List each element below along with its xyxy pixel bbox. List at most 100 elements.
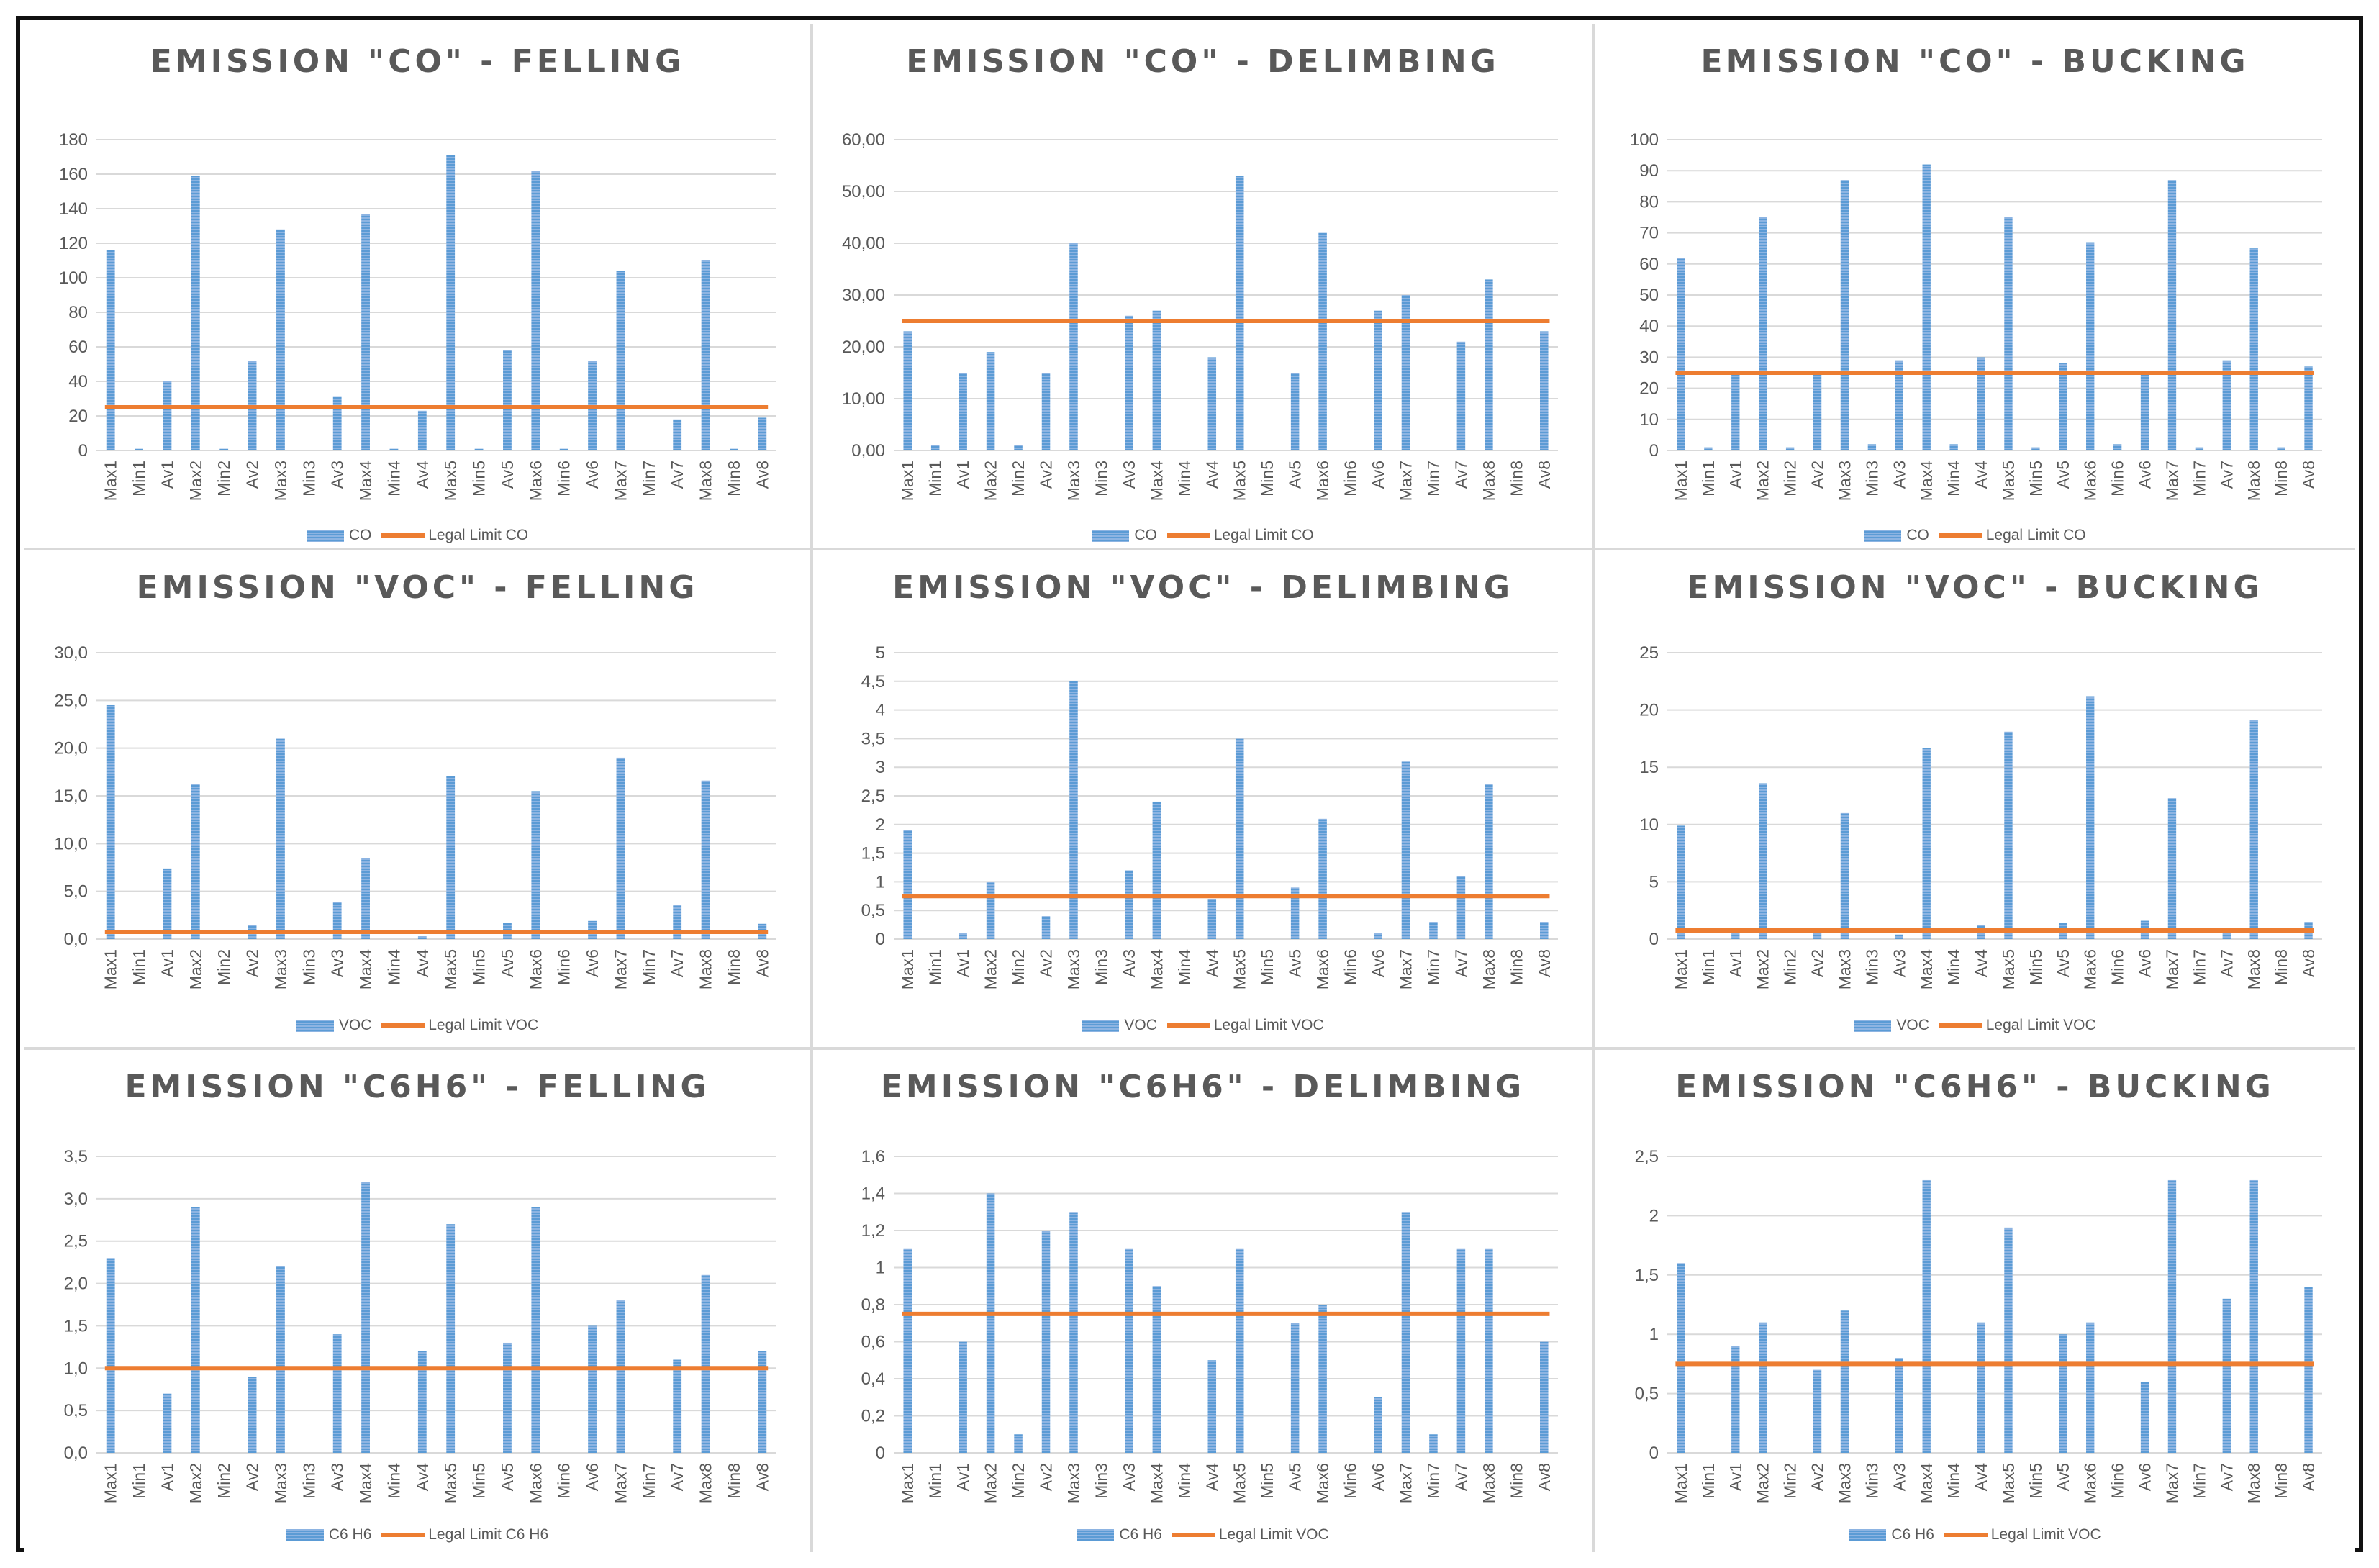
y-tick-label: 10 (1639, 815, 1659, 835)
bar-Av4 (417, 1351, 427, 1453)
bar-Av6 (1374, 1397, 1382, 1453)
x-tick-label: Max1 (101, 949, 120, 989)
bar-Max4 (361, 1182, 370, 1453)
bar-Min4 (389, 448, 399, 450)
x-tick-label: Max6 (526, 949, 545, 989)
bar-Max4 (1922, 164, 1931, 450)
y-tick-label: 3 (876, 758, 885, 777)
y-tick-label: 1,0 (64, 1359, 88, 1378)
chart-plot: 0,00 10,00 20,00 30,00 40,00 50,00 60,00 Max1 Mi… (842, 130, 1558, 501)
x-tick-label: Min3 (1862, 1463, 1881, 1499)
bar-Min4 (1949, 444, 1958, 450)
y-tick-label: 20,0 (54, 739, 88, 758)
legend-item-line: Legal Limit VOC (1166, 1017, 1324, 1034)
bar-Max5 (1235, 176, 1244, 450)
x-tick-label: Min4 (1175, 1463, 1194, 1499)
bar-Av2 (1813, 1369, 1822, 1453)
y-tick-label: 10,0 (54, 834, 88, 853)
y-tick-label: 0,4 (861, 1369, 885, 1389)
x-tick-label: Av7 (2217, 1463, 2236, 1491)
bar-Av2 (1813, 373, 1822, 450)
bar-Max3 (1840, 1310, 1849, 1453)
y-tick-label: 40 (1639, 317, 1659, 336)
x-tick-label: Min1 (926, 949, 945, 985)
bar-Av2 (1041, 373, 1051, 450)
bar-Av4 (1207, 357, 1217, 450)
x-tick-label: Min6 (555, 949, 574, 985)
x-tick-label: Min4 (384, 1463, 403, 1499)
y-tick-label: 20 (1639, 379, 1659, 399)
chart-legend: VOC Legal Limit VOC (813, 1017, 1592, 1034)
legend-line-label: Legal Limit CO (1213, 527, 1314, 544)
x-tick-label: Max3 (1835, 461, 1854, 501)
bar-Av5 (2059, 1334, 2067, 1453)
x-tick-label: Min3 (1862, 461, 1881, 497)
y-tick-label: 0 (876, 930, 885, 949)
x-tick-label: Av1 (953, 949, 972, 977)
x-tick-label: Av8 (1535, 949, 1554, 977)
x-tick-label: Max3 (1064, 949, 1083, 989)
bar-Av4 (1207, 1360, 1217, 1453)
x-tick-label: Max5 (1231, 1463, 1249, 1503)
y-tick-label: 60,00 (842, 130, 885, 150)
x-tick-label: Min1 (130, 461, 148, 497)
figure-frame: EMISSION "CO" - FELLING 0 20 40 60 80 100 120 1… (16, 16, 2363, 1552)
x-tick-label: Max8 (2244, 1463, 2263, 1503)
legend-line-label: Legal Limit VOC (1213, 1017, 1324, 1034)
x-tick-label: Min5 (2026, 949, 2045, 985)
x-tick-label: Min7 (1424, 949, 1443, 985)
bar-Min8 (2277, 447, 2285, 450)
y-tick-label: 15 (1639, 758, 1659, 777)
x-tick-label: Min7 (640, 461, 658, 497)
x-tick-label: Max6 (1313, 1463, 1332, 1503)
x-tick-label: Av3 (1890, 949, 1908, 977)
x-tick-label: Min3 (1092, 461, 1110, 497)
bar-Max2 (986, 882, 995, 939)
bar-Av1 (1731, 373, 1740, 450)
x-tick-label: Max4 (1147, 461, 1166, 501)
chart-plot: 0 5 10 15 20 25 Max1 Min1 Av1 Max2 Min2 Av2 Max3 Min3… (1639, 643, 2322, 989)
chart-panel-co-felling: EMISSION "CO" - FELLING 0 20 40 60 80 100 120 1… (24, 24, 813, 550)
chart-legend: CO Legal Limit CO (24, 527, 810, 544)
bar-Av4 (1977, 357, 1985, 450)
legend-bar-swatch (1077, 1528, 1115, 1541)
x-tick-label: Av2 (1037, 949, 1056, 977)
x-tick-label: Min8 (2272, 461, 2290, 497)
x-tick-label: Max5 (1999, 1463, 2018, 1503)
bar-Av3 (1895, 360, 1903, 450)
legend-item-bar: C6 H6 (286, 1526, 371, 1544)
x-tick-label: Av2 (1808, 461, 1827, 489)
bar-Av6 (2140, 373, 2149, 450)
x-tick-label: Max1 (1672, 1463, 1690, 1503)
y-tick-label: 1,2 (861, 1221, 885, 1241)
x-tick-label: Min1 (926, 1463, 945, 1499)
x-tick-label: Max4 (1917, 461, 1936, 501)
x-tick-label: Av4 (413, 1463, 432, 1491)
chart-legend: C6 H6 Legal Limit VOC (813, 1526, 1592, 1544)
x-tick-label: Max7 (2162, 949, 2181, 989)
x-tick-label: Av5 (1286, 949, 1305, 977)
x-tick-label: Max6 (1313, 461, 1332, 501)
x-tick-label: Max7 (1396, 461, 1415, 501)
bar-Av3 (1125, 1248, 1133, 1453)
bar-Av7 (2222, 1298, 2231, 1453)
bar-Av2 (1041, 916, 1051, 939)
y-tick-label: 20,00 (842, 337, 885, 357)
x-tick-label: Min2 (1009, 461, 1028, 497)
y-tick-label: 0 (78, 441, 88, 461)
bar-Max4 (361, 214, 370, 450)
bar-Max2 (191, 784, 200, 939)
x-tick-label: Min4 (1175, 461, 1194, 497)
bar-Min6 (559, 448, 568, 450)
x-tick-label: Av1 (1726, 1463, 1745, 1491)
bar-Av3 (332, 396, 342, 450)
x-tick-label: Max6 (526, 461, 545, 501)
x-tick-label: Min7 (2190, 949, 2208, 985)
x-tick-label: Max7 (2162, 1463, 2181, 1503)
bar-Av8 (2304, 366, 2313, 450)
x-tick-label: Av3 (328, 949, 347, 977)
bar-Max8 (1485, 279, 1493, 450)
legend-line-label: Legal Limit VOC (428, 1017, 539, 1034)
x-tick-label: Av1 (158, 1463, 176, 1491)
bar-Max5 (446, 155, 456, 450)
